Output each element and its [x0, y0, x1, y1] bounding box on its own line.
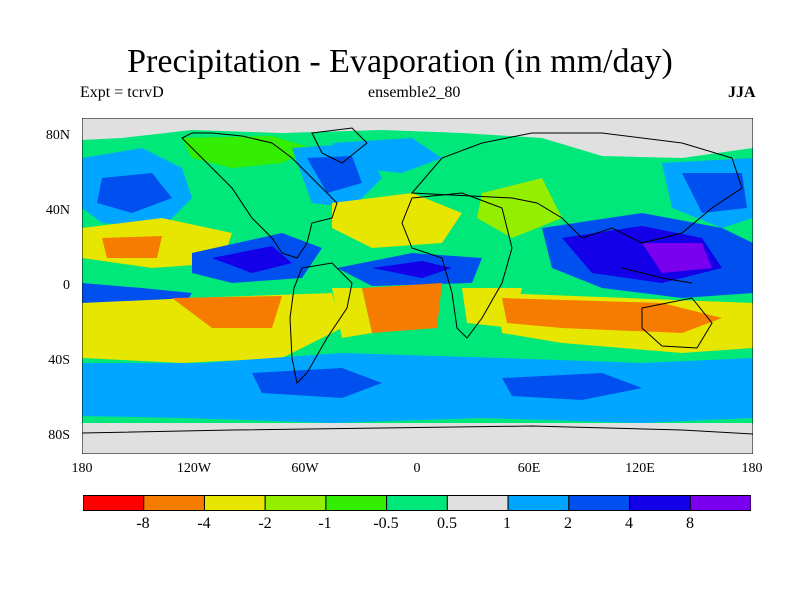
lat-tick-label: 80N: [45, 128, 70, 143]
season-label: JJA: [728, 84, 756, 101]
colorbar-box: [689, 495, 751, 511]
coastlines: [82, 127, 753, 435]
lon-tick-label: 60W: [291, 461, 319, 476]
field-region: [682, 173, 747, 213]
coastline-south-america: [289, 262, 353, 385]
lon-tick-label: 120W: [176, 461, 212, 476]
colorbar-box: [386, 495, 448, 511]
ensemble-label: ensemble2_80: [368, 84, 461, 101]
colorbar: [83, 495, 751, 511]
coastline-africa: [401, 192, 513, 339]
colorbar-label: -1: [318, 515, 332, 532]
colorbar-box: [325, 495, 388, 511]
field-region: [82, 353, 753, 423]
colorbar-box: [568, 495, 631, 511]
colorbar-label: 0.5: [437, 515, 457, 532]
coastline-eurasia: [410, 132, 743, 244]
colorbar-box: [203, 495, 266, 511]
field-region: [172, 296, 282, 328]
colorbar-label: 1: [503, 515, 511, 532]
experiment-label: Expt = tcrvD: [80, 84, 164, 101]
field-region: [642, 243, 712, 273]
field-region: [332, 193, 462, 248]
coastline-australia: [641, 297, 713, 349]
field-region: [372, 261, 452, 278]
colorbar-label: -2: [258, 515, 272, 532]
coastline-indonesia: [621, 267, 693, 284]
lon-tick-label: 180: [741, 461, 763, 476]
field-region: [212, 246, 292, 273]
coastline-antarctica: [82, 425, 753, 435]
lon-tick-label: 60E: [517, 461, 541, 476]
field-region: [182, 136, 312, 168]
colorbar-box: [83, 495, 145, 511]
lat-tick-label: 40N: [45, 203, 70, 218]
colorbar-label: -4: [197, 515, 211, 532]
field-region: [502, 298, 722, 333]
colorbar-label: 4: [625, 515, 633, 532]
field-region: [362, 283, 442, 333]
field-region: [332, 288, 372, 338]
field-region: [82, 118, 753, 158]
field-region: [252, 368, 382, 398]
field-region: [307, 156, 362, 193]
colorbar-label: 8: [686, 515, 694, 532]
lon-tick-label: 0: [413, 461, 421, 476]
colorbar-label: -0.5: [373, 515, 399, 532]
colorbar-box: [507, 495, 570, 511]
colorbar-box: [446, 495, 509, 511]
map-title: Precipitation - Evaporation (in mm/day): [127, 43, 673, 80]
field-region: [477, 178, 562, 238]
lon-tick-label: 120E: [625, 461, 655, 476]
colorbar-label: 2: [564, 515, 572, 532]
field-region: [82, 423, 753, 454]
colorbar-box: [264, 495, 327, 511]
colorbar-label: -8: [136, 515, 150, 532]
field-region: [97, 173, 172, 213]
lon-tick-label: 180: [71, 461, 93, 476]
field-region: [502, 373, 642, 400]
lat-tick-label: 40S: [48, 353, 70, 368]
lat-tick-label: 0: [63, 278, 70, 293]
precip-evap-map: [82, 118, 753, 454]
colorbar-box: [629, 495, 691, 511]
coastline-north-america: [181, 132, 338, 259]
field-region: [102, 236, 162, 258]
coastline-greenland: [311, 127, 368, 164]
lat-tick-label: 80S: [48, 428, 70, 443]
colorbar-box: [143, 495, 205, 511]
